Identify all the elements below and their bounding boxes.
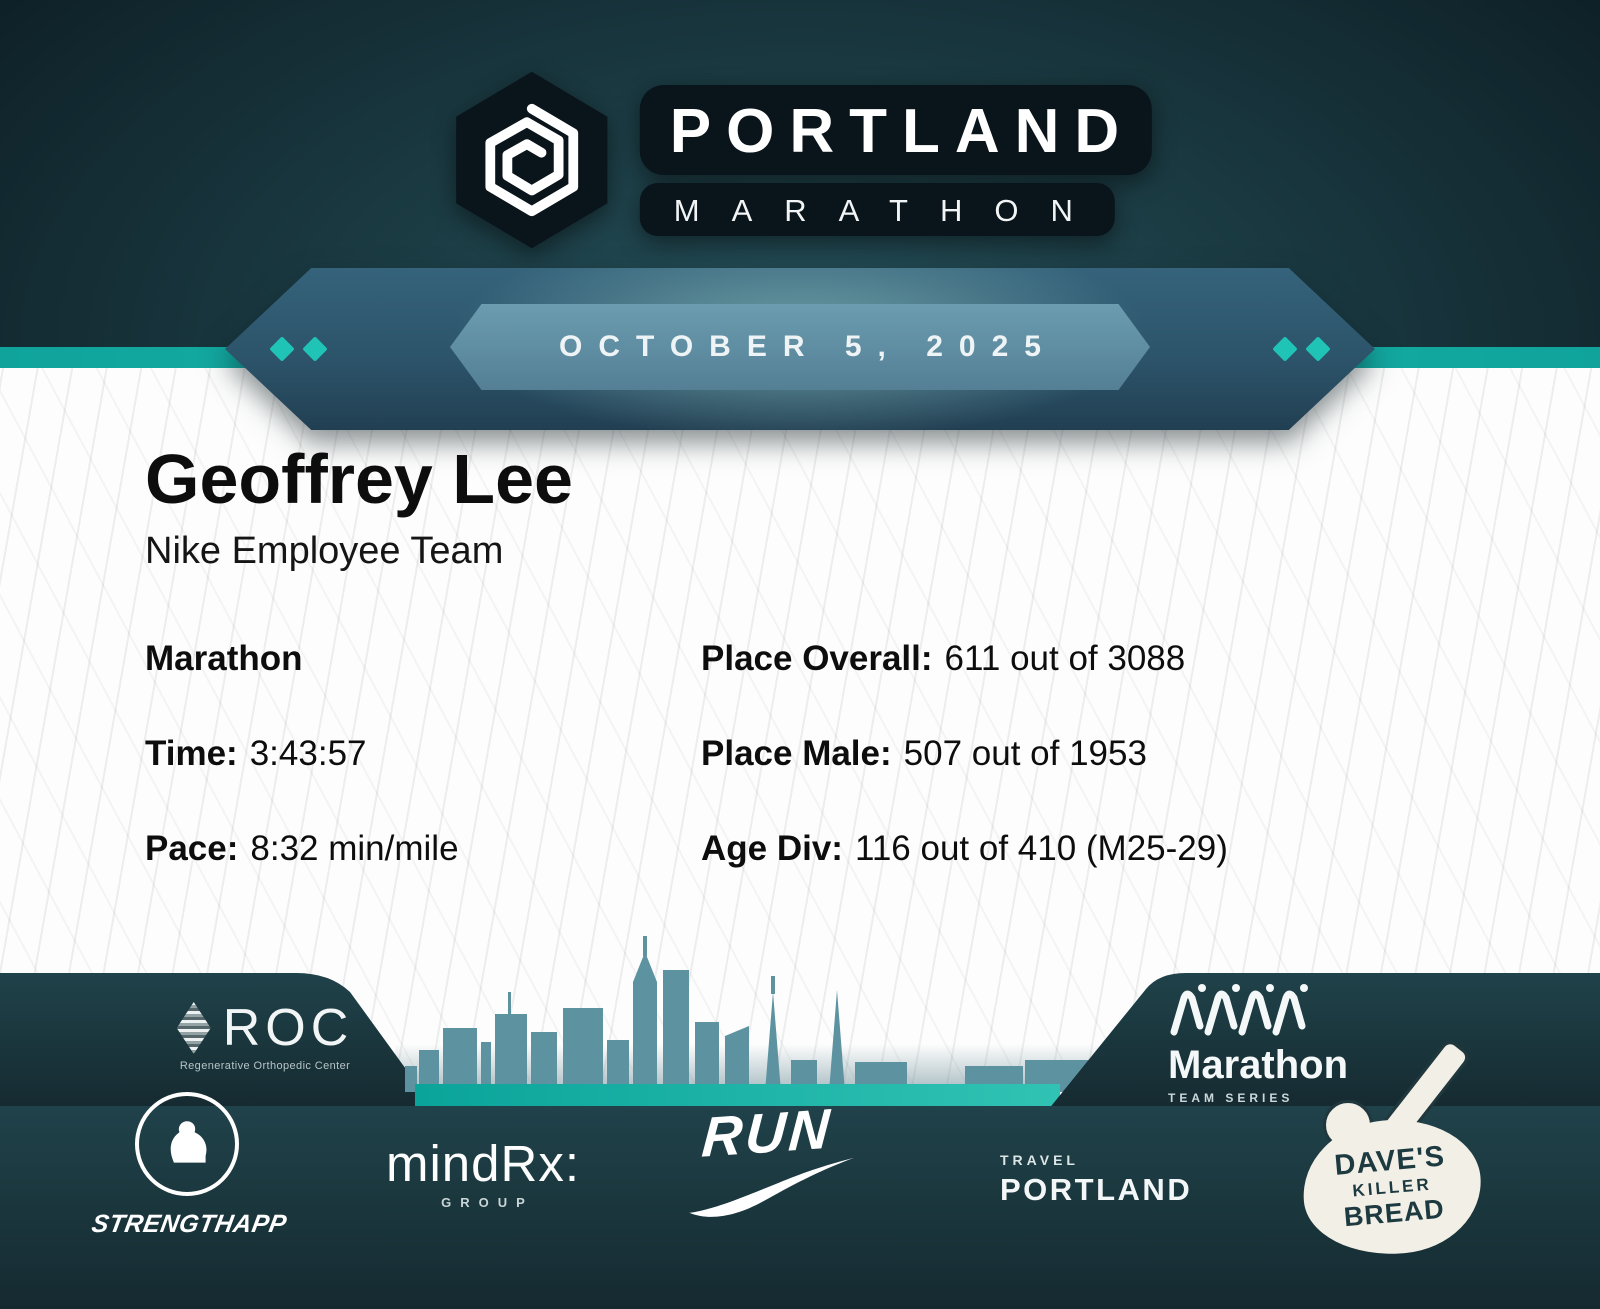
stat-value: 611 out of 3088 — [944, 639, 1186, 678]
stat-value: 8:32 min/mile — [250, 829, 459, 868]
diamond-icon — [1272, 336, 1298, 362]
teal-diamond-icons-right — [1272, 336, 1331, 362]
stat-label: Pace: — [145, 829, 239, 868]
marathon-team-series-sub: TEAM SERIES — [1168, 1091, 1294, 1105]
roc-logo: ROC Regenerative Orthopedic Center — [150, 998, 380, 1072]
stat-value: 116 out of 410 (M25-29) — [854, 829, 1228, 868]
roc-name: ROC — [222, 999, 354, 1057]
stat-age-div: Age Div: 116 out of 410 (M25-29) — [701, 829, 1510, 869]
runner-team: Nike Employee Team — [145, 530, 504, 572]
flexed-arm-icon — [135, 1092, 239, 1196]
roc-tagline: Regenerative Orthopedic Center — [179, 1060, 351, 1072]
stats-grid: Marathon Time: 3:43:57 Pace: 8:32 min/mile… — [145, 639, 1510, 924]
stat-place-overall: Place Overall: 611 out of 3088 — [701, 639, 1510, 679]
travel-portland-name: PORTLAND — [1000, 1172, 1193, 1207]
stat-label: Marathon — [145, 639, 303, 678]
mindrx-name: mindRx: — [385, 1135, 581, 1192]
marathon-team-series-name: Marathon — [1168, 1043, 1348, 1087]
stat-event: Marathon — [145, 639, 701, 679]
stat-place-male: Place Male: 507 out of 1953 — [701, 734, 1510, 774]
stat-value: 3:43:57 — [249, 734, 367, 773]
travel-portland-top: TRAVEL — [1000, 1152, 1079, 1168]
stat-label: Place Overall: — [701, 639, 933, 678]
marathon-team-series-logo: Marathon TEAM SERIES — [1168, 982, 1398, 1105]
runner-wave-icon — [1170, 984, 1308, 1036]
nike-swoosh-icon — [689, 1157, 855, 1217]
stat-value: 507 out of 1953 — [903, 734, 1147, 773]
diamond-icon — [302, 336, 328, 362]
diamond-icon — [269, 336, 295, 362]
brand-subtitle: MARATHON — [639, 182, 1115, 236]
brand-wordmark: PORTLAND MARATHON — [639, 84, 1153, 236]
date-ribbon: OCTOBER 5, 2025 — [225, 268, 1375, 430]
stat-label: Place Male: — [701, 734, 892, 773]
roc-diamond-icon — [176, 1002, 211, 1054]
stat-time: Time: 3:43:57 — [145, 734, 701, 774]
travel-portland-logo: TRAVEL PORTLAND — [1000, 1152, 1210, 1208]
stat-pace: Pace: 8:32 min/mile — [145, 829, 701, 869]
teal-diamond-icons-left — [269, 336, 328, 362]
hexagon-spiral-icon — [456, 71, 608, 249]
stat-label: Age Div: — [701, 829, 843, 868]
stat-label: Time: — [145, 734, 238, 773]
strengthapp-logo: STRENGTHAPP — [89, 1092, 289, 1239]
mindrx-sub: GROUP — [441, 1195, 534, 1210]
mindrx-logo: mindRx: GROUP — [368, 1138, 598, 1210]
event-date: OCTOBER 5, 2025 — [559, 330, 1057, 363]
diamond-icon — [1305, 336, 1331, 362]
portland-marathon-logo: PORTLAND MARATHON — [448, 70, 1153, 250]
nike-run-logo: RUN — [658, 1096, 881, 1236]
strengthapp-name: STRENGTHAPP — [89, 1210, 289, 1238]
stats-column-left: Marathon Time: 3:43:57 Pace: 8:32 min/mile — [145, 639, 701, 924]
daves-killer-bread-logo: DAVE'S KILLER BREAD — [1295, 1037, 1495, 1272]
stats-column-right: Place Overall: 611 out of 3088 Place Male… — [701, 639, 1510, 924]
results-section: Geoffrey Lee Nike Employee Team Marathon… — [145, 444, 1510, 924]
brand-title: PORTLAND — [639, 84, 1153, 175]
runner-name: Geoffrey Lee — [145, 440, 573, 518]
date-plate: OCTOBER 5, 2025 — [450, 304, 1150, 390]
